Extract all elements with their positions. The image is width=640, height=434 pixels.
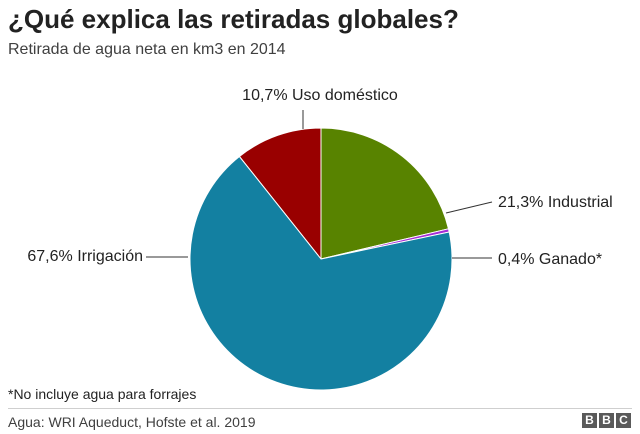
leader-line — [445, 201, 493, 214]
pie-slice — [189, 155, 453, 391]
slice-label: 67,6% Irrigación — [27, 248, 143, 265]
bbc-logo-block: B — [582, 413, 597, 428]
source-note: Agua: WRI Aqueduct, Hofste et al. 2019 — [8, 414, 256, 430]
chart-subtitle: Retirada de agua neta en km3 en 2014 — [8, 41, 286, 58]
slice-label: 21,3% Industrial — [498, 194, 613, 211]
slice-label: 10,7% Uso doméstico — [242, 87, 398, 104]
slice-label: 0,4% Ganado* — [498, 251, 602, 268]
chart-title: ¿Qué explica las retiradas globales? — [8, 4, 459, 34]
pie-slice — [238, 127, 322, 261]
bbc-logo: B B C — [582, 413, 631, 428]
pie-slice — [320, 127, 450, 260]
pie-chart: 10,7% Uso doméstico 21,3% Industrial 0,4% … — [27, 87, 613, 391]
footer-divider — [8, 408, 632, 409]
bbc-logo-block: C — [616, 413, 631, 428]
bbc-logo-block: B — [599, 413, 614, 428]
footnote: *No incluye agua para forrajes — [8, 386, 197, 402]
